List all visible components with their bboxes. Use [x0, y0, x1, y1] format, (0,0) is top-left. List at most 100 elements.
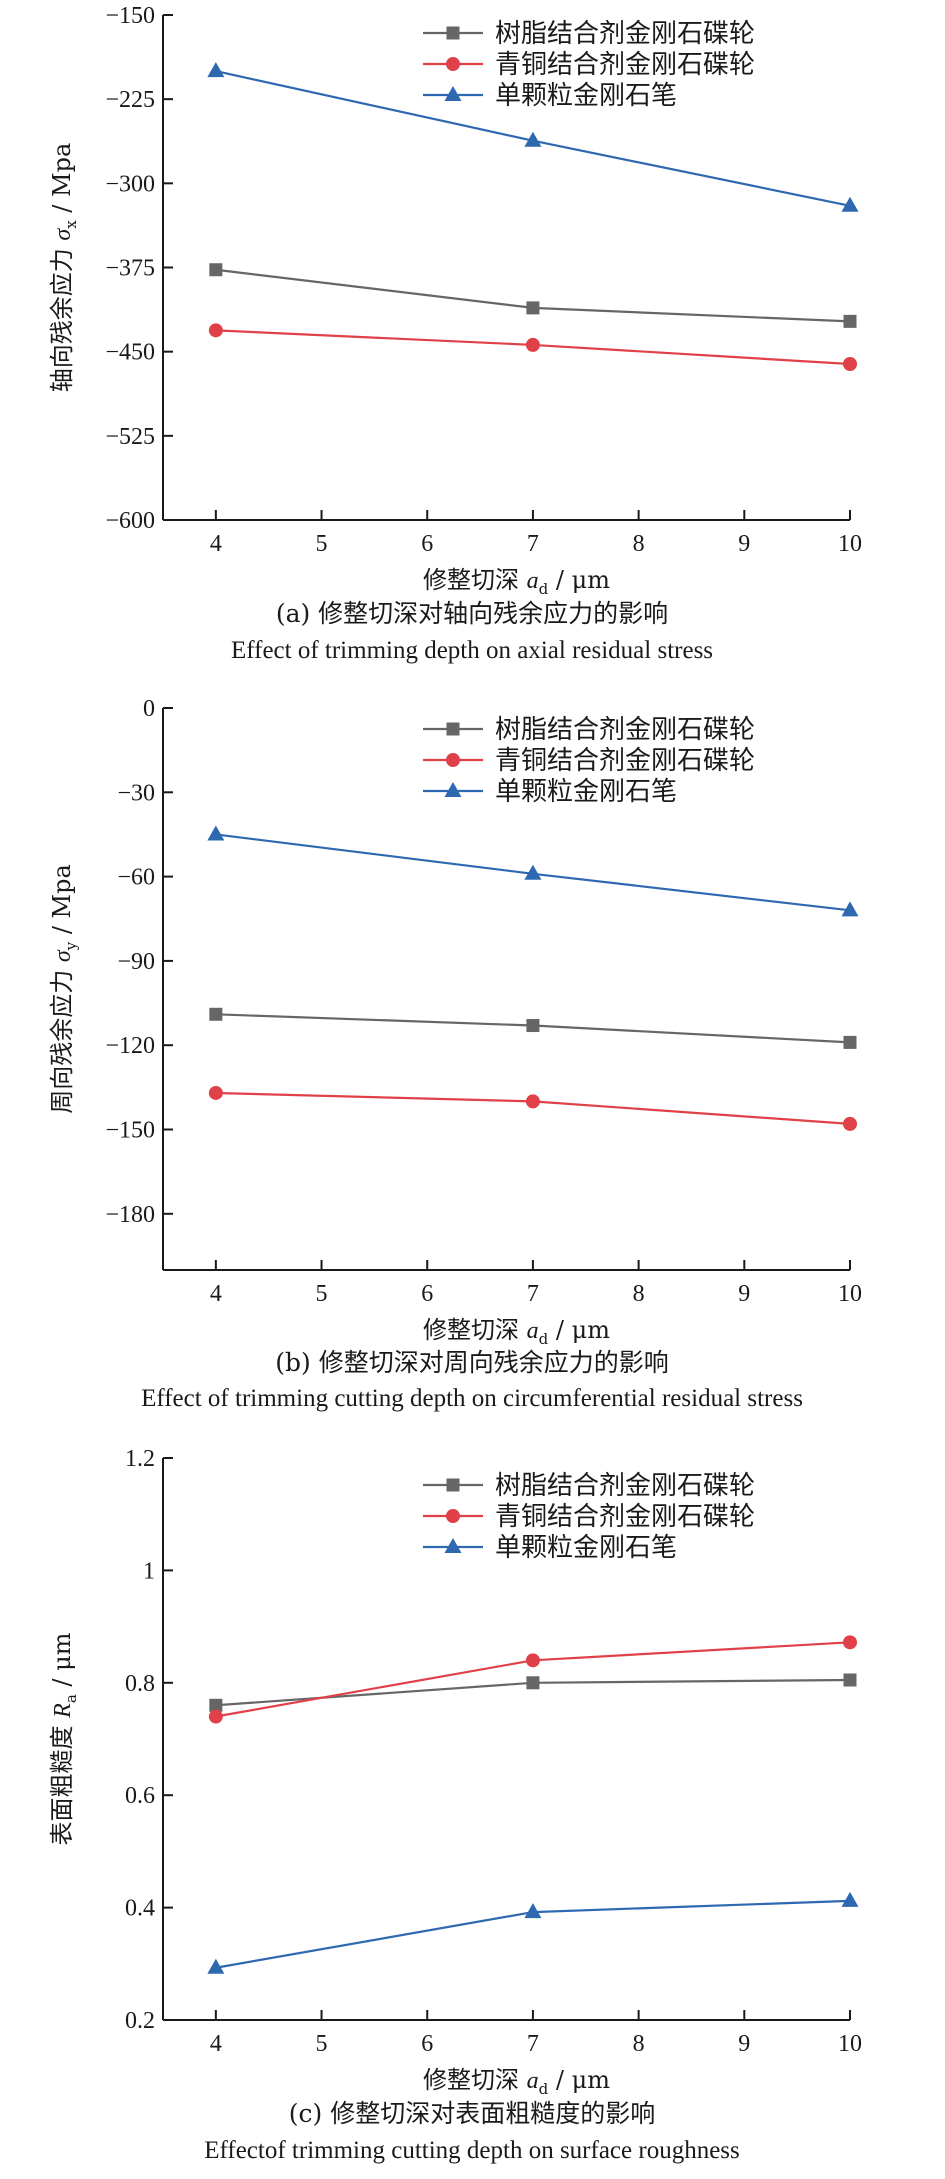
data-point-square — [526, 1019, 540, 1033]
data-point-triangle — [524, 864, 542, 880]
chart-panel-1: −150 −225 −300 −375 −450 −525 −600 4 5 6 7 8 9 10 修整切深… — [48, 3, 862, 664]
x-tick-label: 7 — [527, 531, 539, 557]
legend-label: 树脂结合剂金刚石碟轮 — [495, 1471, 755, 1501]
y-tick-label: −120 — [105, 1033, 155, 1059]
legend-marker-square — [446, 722, 460, 736]
data-point-circle — [843, 1635, 857, 1650]
x-tick-label: 5 — [316, 2031, 328, 2057]
y-tick-label: −60 — [117, 865, 155, 891]
caption-en: Effect of trimming cutting depth on circ… — [141, 1385, 803, 1412]
legend-marker-square — [446, 1478, 460, 1492]
data-point-square — [843, 314, 857, 328]
x-tick-label: 8 — [633, 531, 645, 557]
legend-marker-triangle — [444, 1538, 462, 1553]
data-point-triangle — [524, 1903, 542, 1919]
x-tick-label: 6 — [421, 2031, 433, 2057]
data-point-triangle — [841, 196, 859, 212]
x-tick-label: 4 — [210, 2031, 222, 2057]
y-tick-label: 1.2 — [125, 1446, 155, 1472]
legend-marker-circle — [446, 57, 460, 71]
data-point-triangle — [841, 1891, 859, 1907]
x-tick-label: 7 — [527, 2031, 539, 2057]
data-point-triangle — [207, 825, 225, 841]
x-tick-label: 7 — [527, 1281, 539, 1307]
caption-cn: (a) 修整切深对轴向残余应力的影响 — [276, 599, 668, 628]
x-tick-label: 10 — [838, 531, 862, 557]
data-point-circle — [843, 1116, 857, 1131]
legend-marker-circle — [446, 753, 460, 767]
data-point-circle — [208, 323, 223, 338]
y-tick-label: 0.2 — [125, 2008, 155, 2034]
caption-en: Effectof trimming cutting depth on surfa… — [204, 2137, 740, 2164]
x-tick-label: 5 — [316, 531, 328, 557]
legend-marker-square — [446, 26, 460, 40]
x-tick-label: 9 — [738, 531, 750, 557]
data-point-triangle — [524, 131, 542, 147]
x-tick-label: 6 — [421, 531, 433, 557]
y-tick-label: 0 — [143, 696, 155, 722]
data-point-circle — [843, 357, 857, 372]
y-tick-label: −300 — [105, 171, 155, 197]
data-point-circle — [525, 337, 540, 352]
y-tick-label: −225 — [105, 87, 155, 113]
y-tick-label: −525 — [105, 424, 155, 450]
y-tick-label: −150 — [105, 3, 155, 29]
legend-label: 青铜结合剂金刚石碟轮 — [495, 746, 755, 776]
legend-label: 单颗粒金刚石笔 — [495, 1533, 677, 1563]
data-point-square — [209, 1007, 223, 1021]
y-tick-label: −600 — [105, 508, 155, 534]
y-tick-label: −450 — [105, 340, 155, 366]
x-axis-label: 修整切深 ad / μm — [423, 1316, 610, 1348]
legend-label: 单颗粒金刚石笔 — [495, 777, 677, 807]
data-point-circle — [525, 1094, 540, 1109]
data-point-circle — [208, 1709, 223, 1724]
x-axis-label: 修整切深 ad / μm — [423, 2066, 610, 2098]
data-point-square — [526, 1676, 540, 1690]
data-point-square — [209, 263, 223, 277]
y-axis-label: 周向残余应力 σy / Mpa — [48, 864, 80, 1114]
chart-panel-2: 0 −30 −60 −90 −120 −150 −180 4 5 6 7 8 9 10 修整切深 ad / … — [48, 696, 862, 1412]
data-point-square — [209, 1698, 223, 1712]
y-axis-label: 轴向残余应力 σx / Mpa — [48, 143, 80, 393]
x-tick-label: 4 — [210, 531, 222, 557]
data-point-square — [526, 301, 540, 315]
x-tick-label: 5 — [316, 1281, 328, 1307]
y-axis-label: 表面粗糙度 Ra / μm — [48, 1632, 80, 1845]
x-axis-label: 修整切深 ad / μm — [423, 566, 610, 598]
legend-label: 树脂结合剂金刚石碟轮 — [495, 715, 755, 745]
x-tick-label: 9 — [738, 1281, 750, 1307]
legend-marker-triangle — [444, 86, 462, 101]
legend-marker-circle — [446, 1509, 460, 1523]
x-tick-label: 4 — [210, 1281, 222, 1307]
y-tick-label: −375 — [105, 256, 155, 282]
y-tick-label: −30 — [117, 780, 155, 806]
data-point-triangle — [841, 901, 859, 917]
x-tick-label: 9 — [738, 2031, 750, 2057]
chart-panel-3: 0.2 0.4 0.6 0.8 1 1.2 4 5 6 7 8 9 10 修整切深 ad / μm 表面粗糙… — [48, 1446, 862, 2164]
y-tick-label: −150 — [105, 1118, 155, 1144]
caption-cn: (b) 修整切深对周向残余应力的影响 — [275, 1348, 668, 1377]
x-tick-label: 6 — [421, 1281, 433, 1307]
data-point-square — [843, 1035, 857, 1049]
legend-label: 青铜结合剂金刚石碟轮 — [495, 50, 755, 80]
y-tick-label: 0.6 — [125, 1783, 155, 1809]
x-tick-label: 10 — [838, 1281, 862, 1307]
caption-en: Effect of trimming depth on axial residu… — [231, 637, 713, 664]
legend-label: 树脂结合剂金刚石碟轮 — [495, 19, 755, 49]
x-tick-label: 8 — [633, 2031, 645, 2057]
data-point-triangle — [207, 1958, 225, 1974]
x-tick-label: 8 — [633, 1281, 645, 1307]
y-tick-label: 0.8 — [125, 1671, 155, 1697]
y-tick-label: 0.4 — [125, 1896, 155, 1922]
caption-cn: (c) 修整切深对表面粗糙度的影响 — [289, 2099, 655, 2128]
data-point-circle — [208, 1085, 223, 1100]
legend-marker-triangle — [444, 782, 462, 797]
legend-label: 青铜结合剂金刚石碟轮 — [495, 1502, 755, 1532]
y-tick-label: −90 — [117, 949, 155, 975]
x-tick-label: 10 — [838, 2031, 862, 2057]
data-point-triangle — [207, 62, 225, 78]
data-point-circle — [525, 1653, 540, 1668]
y-tick-label: −180 — [105, 1202, 155, 1228]
data-point-square — [843, 1673, 857, 1687]
